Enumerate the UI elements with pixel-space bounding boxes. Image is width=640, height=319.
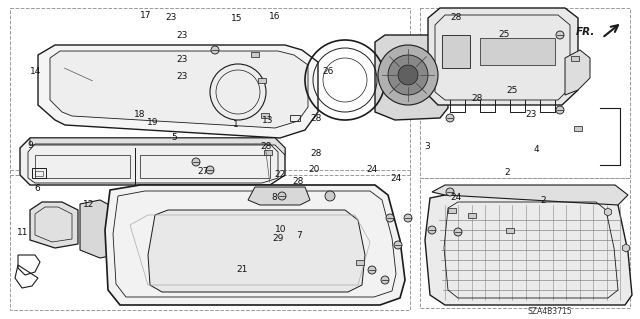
Polygon shape (148, 210, 365, 292)
Bar (468, 213, 476, 218)
Text: 19: 19 (147, 118, 158, 127)
Circle shape (446, 188, 454, 196)
Text: 23: 23 (177, 72, 188, 81)
Text: 25: 25 (499, 30, 510, 39)
Text: FR.: FR. (575, 27, 595, 37)
Text: 12: 12 (83, 200, 94, 209)
Bar (251, 52, 259, 57)
Text: 3: 3 (425, 142, 430, 151)
Text: 13: 13 (262, 116, 273, 125)
Text: 29: 29 (273, 234, 284, 243)
Text: 27: 27 (198, 167, 209, 176)
Bar (574, 126, 582, 131)
Text: 21: 21 (236, 265, 248, 274)
Polygon shape (480, 38, 555, 65)
Polygon shape (105, 185, 405, 305)
Text: 25: 25 (506, 86, 518, 95)
Circle shape (398, 65, 418, 85)
Text: 1: 1 (233, 120, 238, 129)
Text: 28: 28 (292, 177, 303, 186)
Circle shape (404, 214, 412, 222)
Bar (35, 171, 43, 176)
Bar (258, 78, 266, 83)
Text: 14: 14 (29, 67, 41, 76)
Circle shape (211, 46, 219, 54)
Text: 10: 10 (275, 225, 286, 234)
Text: 18: 18 (134, 110, 145, 119)
Polygon shape (38, 45, 318, 138)
Polygon shape (345, 225, 400, 268)
Polygon shape (80, 200, 115, 258)
Polygon shape (428, 8, 578, 105)
Text: 24: 24 (367, 165, 378, 174)
Polygon shape (332, 192, 380, 228)
Circle shape (206, 166, 214, 174)
Text: 2: 2 (504, 168, 509, 177)
Text: 23: 23 (177, 31, 188, 40)
Text: 6: 6 (35, 184, 40, 193)
Circle shape (378, 45, 438, 105)
Bar (571, 56, 579, 61)
Circle shape (428, 226, 436, 234)
Text: 24: 24 (450, 193, 461, 202)
Circle shape (386, 214, 394, 222)
Circle shape (388, 55, 428, 95)
Polygon shape (442, 35, 470, 68)
Polygon shape (30, 202, 78, 248)
Text: 22: 22 (275, 170, 286, 179)
Text: 15: 15 (231, 14, 243, 23)
Text: 23: 23 (177, 55, 188, 63)
Text: 16: 16 (269, 12, 281, 21)
Text: 11: 11 (17, 228, 28, 237)
Text: 20: 20 (308, 165, 319, 174)
Circle shape (556, 106, 564, 114)
Bar (290, 115, 300, 121)
Bar (448, 208, 456, 213)
Text: 28: 28 (310, 114, 322, 122)
Circle shape (368, 266, 376, 274)
Circle shape (454, 228, 462, 236)
Polygon shape (425, 195, 632, 305)
Text: 5: 5 (172, 133, 177, 142)
Circle shape (192, 158, 200, 166)
Polygon shape (375, 35, 448, 120)
Text: 8: 8 (271, 193, 276, 202)
Text: 24: 24 (390, 174, 401, 182)
Polygon shape (432, 185, 628, 205)
Circle shape (556, 31, 564, 39)
Polygon shape (565, 50, 590, 95)
Text: 2: 2 (540, 197, 545, 205)
Bar (32, 168, 46, 178)
Polygon shape (20, 138, 285, 185)
Bar (261, 113, 269, 118)
Bar (356, 260, 364, 265)
Circle shape (394, 241, 402, 249)
Circle shape (278, 192, 286, 200)
Text: 9: 9 (28, 141, 33, 150)
Bar (264, 150, 272, 155)
Text: 23: 23 (166, 13, 177, 22)
Text: 26: 26 (322, 67, 333, 76)
Text: 28: 28 (450, 13, 461, 22)
Text: 28: 28 (471, 94, 483, 103)
Polygon shape (605, 208, 611, 216)
Text: 4: 4 (534, 145, 539, 154)
Circle shape (325, 191, 335, 201)
Text: 17: 17 (140, 11, 152, 20)
Polygon shape (30, 138, 285, 155)
Polygon shape (50, 51, 308, 128)
Polygon shape (248, 187, 310, 205)
Text: 7: 7 (297, 231, 302, 240)
Polygon shape (623, 244, 630, 252)
Text: 28: 28 (310, 149, 322, 158)
Circle shape (381, 276, 389, 284)
Text: 28: 28 (260, 142, 271, 151)
Bar (506, 228, 514, 233)
Text: SZA4B3715: SZA4B3715 (528, 308, 572, 316)
Text: 23: 23 (525, 110, 537, 119)
Circle shape (446, 114, 454, 122)
